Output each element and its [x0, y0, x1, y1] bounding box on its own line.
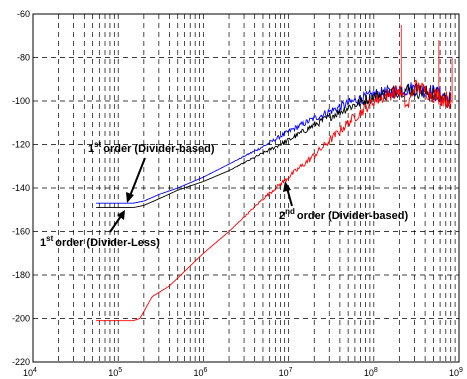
y-tick-label: -200: [12, 314, 30, 324]
y-tick-label: -120: [12, 140, 30, 150]
x-tick-label: 109: [449, 367, 463, 378]
x-tick-label: 104: [23, 367, 37, 378]
plot-frame: [32, 13, 460, 363]
annotation-first-order-divider-based: 1st order (Divider-based): [88, 140, 215, 203]
y-tick-label: -80: [17, 53, 30, 63]
series-line-2: [96, 79, 452, 322]
x-tick-label: 107: [279, 367, 293, 378]
x-tick-label: 108: [364, 367, 378, 378]
annotation-first-order-divider-less: 1st order (Divider-Less): [40, 210, 160, 249]
y-tick-label: -220: [12, 357, 30, 367]
x-tick-label: 106: [193, 367, 207, 378]
series-group: [96, 24, 453, 322]
y-tick-label: -140: [12, 183, 30, 193]
series-line-0: [96, 82, 452, 204]
x-tick-labels: 104 105 106 107 108 109: [23, 367, 463, 378]
x-tick-label: 105: [108, 367, 122, 378]
y-tick-labels: -60 -80 -100 -120 -140 -160 -180 -200 -220: [12, 9, 30, 367]
series-line-1: [96, 82, 452, 209]
annotation-second-order-divider-based: 2nd order (Divider-based): [279, 181, 408, 222]
y-tick-label: -100: [12, 96, 30, 106]
grid: [33, 14, 459, 362]
y-tick-label: -160: [12, 227, 30, 237]
y-tick-label: -60: [17, 9, 30, 19]
y-tick-label: -180: [12, 270, 30, 280]
